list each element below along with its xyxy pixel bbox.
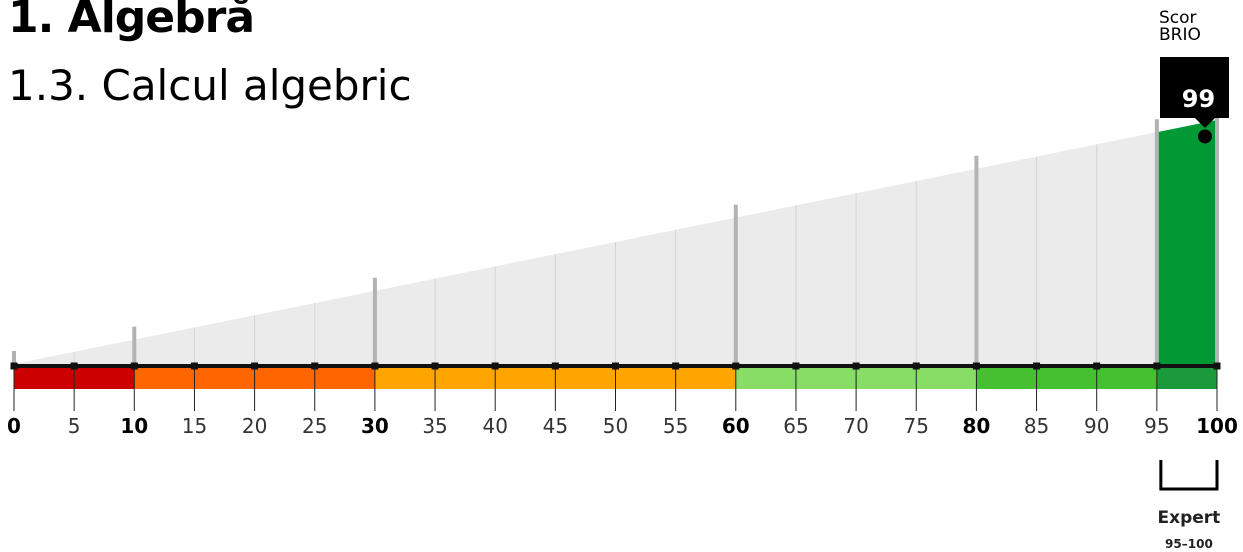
tick-label: 25 <box>302 414 327 438</box>
tick-label: 80 <box>962 414 990 438</box>
tick-label: 70 <box>843 414 868 438</box>
tick-square <box>251 362 259 370</box>
tick-label: 60 <box>722 414 750 438</box>
score-label: Scor BRIO <box>1159 10 1201 44</box>
tick-label-layer: 0 5 10 15 20 25 30 35 40 45 50 55 60 65 70 75 80 85 90 95 10… <box>7 414 1238 438</box>
score-label-line2: BRIO <box>1159 25 1201 45</box>
tick-square <box>491 362 499 370</box>
tick-label: 90 <box>1084 414 1109 438</box>
tick-square <box>190 362 198 370</box>
tick-label: 75 <box>904 414 929 438</box>
tick-square <box>10 362 18 370</box>
tick-square <box>130 362 138 370</box>
page-title: 1. Algebră <box>8 0 255 43</box>
score-band <box>1156 366 1217 389</box>
tick-label: 0 <box>7 414 21 438</box>
tick-square <box>792 362 800 370</box>
tick-label: 45 <box>543 414 568 438</box>
tick-label: 5 <box>68 414 81 438</box>
tick-label: 65 <box>783 414 808 438</box>
axis-layer <box>10 362 1221 411</box>
bracket-layer: Expert 95–100 <box>1158 460 1221 551</box>
score-value: 99 <box>1182 85 1215 113</box>
tick-label: 95 <box>1144 414 1169 438</box>
range-bracket <box>1159 460 1219 491</box>
tick-square <box>1093 362 1101 370</box>
score-label-line1: Scor <box>1159 8 1197 28</box>
range-label: Expert <box>1158 508 1221 528</box>
tick-label: 20 <box>242 414 267 438</box>
score-dot <box>1197 129 1212 144</box>
tick-square <box>1033 362 1041 370</box>
tick-square <box>70 362 78 370</box>
tick-label: 85 <box>1024 414 1049 438</box>
tick-label: 100 <box>1196 414 1238 438</box>
tick-label: 50 <box>603 414 628 438</box>
range-values: 95–100 <box>1165 537 1213 551</box>
tick-square <box>972 362 980 370</box>
marker-layer: 99 <box>1160 57 1229 144</box>
page-subtitle: 1.3. Calcul algebric <box>8 61 412 110</box>
tick-label: 35 <box>422 414 447 438</box>
score-callout <box>1160 57 1229 128</box>
tick-label: 15 <box>182 414 207 438</box>
grid-layer <box>12 107 1219 366</box>
tick-square <box>732 362 740 370</box>
tick-square <box>311 362 319 370</box>
tick-label: 30 <box>361 414 389 438</box>
tick-label: 10 <box>120 414 148 438</box>
tick-label: 40 <box>482 414 507 438</box>
tick-square <box>612 362 619 370</box>
tick-square <box>371 362 379 370</box>
tick-square <box>1153 362 1161 370</box>
tick-square <box>551 362 559 370</box>
tick-label: 55 <box>663 414 688 438</box>
tick-square <box>1213 362 1221 370</box>
tick-square <box>431 362 439 370</box>
tick-square <box>672 362 680 370</box>
score-band <box>976 366 1157 389</box>
highlight-area <box>1156 120 1217 366</box>
tick-square <box>852 362 860 370</box>
tick-square <box>912 362 920 370</box>
